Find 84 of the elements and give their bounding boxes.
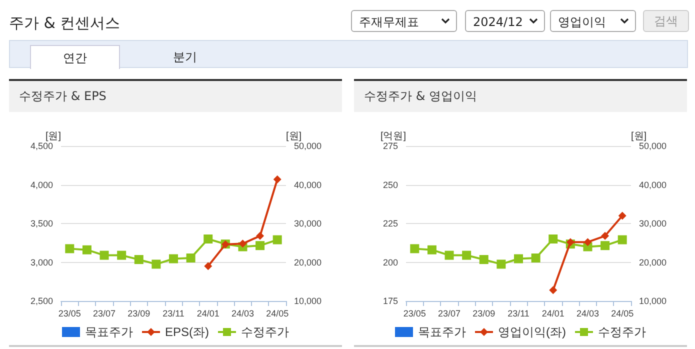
x-tick-label: 24/05	[611, 308, 634, 318]
point	[479, 255, 488, 264]
y2-tick-label: 50,000	[639, 141, 667, 151]
x-tick-label: 24/01	[196, 308, 220, 318]
y-tick-label: 275	[382, 141, 398, 151]
point	[238, 240, 247, 248]
y-tick-label: 250	[382, 180, 398, 190]
point	[100, 250, 109, 260]
y-tick-label: 200	[382, 257, 398, 268]
point	[584, 238, 592, 246]
y2-tick-label: 40,000	[639, 180, 667, 190]
text: 검색	[643, 10, 689, 32]
y2-axis-title: [원]	[631, 131, 647, 142]
point	[65, 244, 74, 254]
x-tick-label: 23/09	[472, 308, 496, 318]
x-tick-label: 23/11	[162, 308, 184, 318]
point	[601, 232, 610, 240]
y2-tick-label: 10,000	[639, 296, 667, 306]
y2-tick-label: 30,000	[294, 218, 322, 228]
point	[169, 254, 178, 264]
chart-title: 수정주가 & EPS	[9, 81, 342, 112]
y2-tick-label: 20,000	[639, 257, 667, 268]
point	[496, 260, 506, 269]
point	[204, 234, 213, 244]
point	[618, 212, 626, 220]
point	[134, 255, 144, 264]
point	[82, 245, 92, 254]
x-tick-label: 24/03	[231, 308, 254, 318]
y-tick-label: 4,000	[30, 180, 53, 190]
x-tick-label: 23/07	[438, 308, 461, 318]
chart-title: 수정주가 & 영업이익	[354, 81, 687, 112]
text: 주가 & 컨센서스	[9, 14, 120, 33]
text: 2024/12	[473, 15, 523, 29]
y-axis-title: [억원]	[380, 131, 406, 142]
legend-label: EPS(좌)	[165, 325, 210, 339]
point	[427, 245, 436, 254]
point	[548, 234, 558, 244]
text: 연간	[30, 45, 120, 69]
point	[273, 175, 282, 184]
point	[600, 241, 610, 250]
text: 주재무제표	[359, 15, 419, 29]
y-tick-label: 3,500	[30, 218, 53, 228]
y2-tick-label: 20,000	[294, 257, 322, 268]
x-tick-label: 23/11	[508, 308, 530, 318]
legend-label: 목표주가	[418, 325, 466, 339]
legend-label: 수정주가	[241, 325, 289, 339]
y-tick-label: 4,500	[30, 141, 53, 151]
y2-tick-label: 40,000	[294, 180, 322, 190]
point	[272, 235, 282, 244]
y2-tick-label: 30,000	[639, 218, 667, 228]
y-tick-label: 2,500	[30, 296, 53, 306]
point	[410, 244, 420, 254]
x-tick-label: 24/01	[542, 308, 564, 318]
y-tick-label: 3,000	[30, 257, 53, 268]
text: 영업이익	[558, 15, 606, 29]
legend-label: 영업이익(좌)	[498, 325, 566, 339]
legend-label: 목표주가	[85, 325, 133, 339]
point	[531, 253, 540, 262]
y-axis-title: [원]	[45, 131, 62, 142]
text: 분기	[172, 49, 198, 66]
x-tick-label: 23/09	[128, 308, 150, 318]
y2-tick-label: 50,000	[294, 141, 322, 151]
y2-tick-label: 10,000	[294, 296, 322, 306]
point	[256, 241, 265, 250]
point	[204, 262, 212, 270]
point	[444, 250, 454, 260]
point	[117, 250, 126, 260]
point	[152, 260, 161, 269]
y-tick-label: 175	[382, 296, 398, 306]
point	[618, 235, 627, 244]
y2-axis-title: [원]	[286, 131, 302, 142]
x-tick-label: 23/05	[403, 308, 426, 318]
x-tick-label: 23/07	[93, 308, 116, 318]
point	[566, 238, 574, 246]
y-tick-label: 225	[382, 218, 398, 228]
x-tick-label: 24/05	[266, 308, 289, 318]
point	[462, 250, 472, 260]
point	[514, 254, 523, 264]
point	[186, 253, 196, 262]
x-tick-label: 23/05	[58, 308, 81, 318]
point	[256, 232, 264, 240]
legend-label: 수정주가	[598, 325, 646, 339]
point	[549, 286, 558, 294]
x-tick-label: 24/03	[576, 308, 599, 318]
